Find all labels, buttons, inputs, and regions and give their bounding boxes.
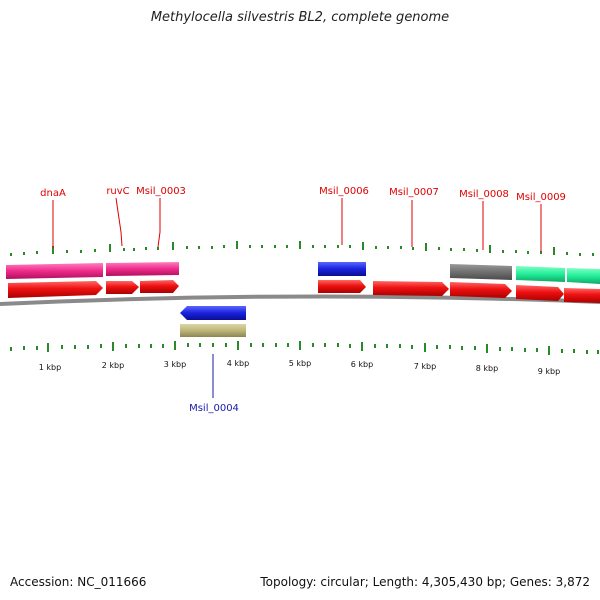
label-msil-0008: Msil_0008 xyxy=(459,189,509,200)
kbp-label: 7 kbp xyxy=(414,362,436,371)
gene-msil-0008 xyxy=(450,264,512,280)
gene-msil-0010 xyxy=(567,268,600,284)
gene-msil-0004 xyxy=(180,324,246,337)
upper-ticks xyxy=(10,241,594,256)
label-msil-0004: Msil_0004 xyxy=(189,403,239,414)
cds-msil-0006 xyxy=(318,280,366,293)
genome-backbone xyxy=(0,294,600,306)
label-leaders xyxy=(52,197,542,398)
lower-ticks xyxy=(10,341,599,355)
gene-msil-0009 xyxy=(516,266,565,282)
label-msil-0003: Msil_0003 xyxy=(136,186,186,197)
label-msil-0006: Msil_0006 xyxy=(319,186,369,197)
cds-ruvc xyxy=(106,281,139,294)
gene-ruvc-msil-0003 xyxy=(106,262,179,276)
cds-msil-0003 xyxy=(140,280,179,293)
kbp-labels: 1 kbp 2 kbp 3 kbp 4 kbp 5 kbp 6 kbp 7 kb… xyxy=(39,359,560,376)
gene-msil-0006 xyxy=(318,262,366,276)
cds-msil-0008 xyxy=(450,282,512,298)
kbp-label: 8 kbp xyxy=(476,364,498,373)
features-lower xyxy=(180,306,246,337)
cds-msil-0007 xyxy=(373,281,449,296)
cds-msil-0004 xyxy=(180,306,246,320)
label-ruvc: ruvC xyxy=(106,186,129,197)
kbp-label: 9 kbp xyxy=(538,367,560,376)
gene-track-upper xyxy=(6,262,600,284)
label-dnaa: dnaA xyxy=(40,188,66,199)
cds-msil-0009 xyxy=(516,285,564,301)
accession-text: Accession: NC_011666 xyxy=(10,575,147,589)
kbp-label: 1 kbp xyxy=(39,363,61,372)
gene-labels: dnaA ruvC Msil_0003 Msil_0006 Msil_0007 … xyxy=(40,186,566,414)
kbp-label: 2 kbp xyxy=(102,361,124,370)
cds-msil-0010 xyxy=(564,288,600,303)
kbp-label: 4 kbp xyxy=(227,359,249,368)
gene-dnaa xyxy=(6,263,103,279)
cds-track-upper xyxy=(8,280,600,303)
kbp-label: 6 kbp xyxy=(351,360,373,369)
label-msil-0007: Msil_0007 xyxy=(389,187,439,198)
topology-summary: Topology: circular; Length: 4,305,430 bp… xyxy=(260,575,590,589)
cds-dnaa xyxy=(8,281,103,298)
kbp-label: 5 kbp xyxy=(289,359,311,368)
label-msil-0009: Msil_0009 xyxy=(516,192,566,203)
genome-title: Methylocella silvestris BL2, complete ge… xyxy=(150,10,450,25)
kbp-label: 3 kbp xyxy=(164,360,186,369)
